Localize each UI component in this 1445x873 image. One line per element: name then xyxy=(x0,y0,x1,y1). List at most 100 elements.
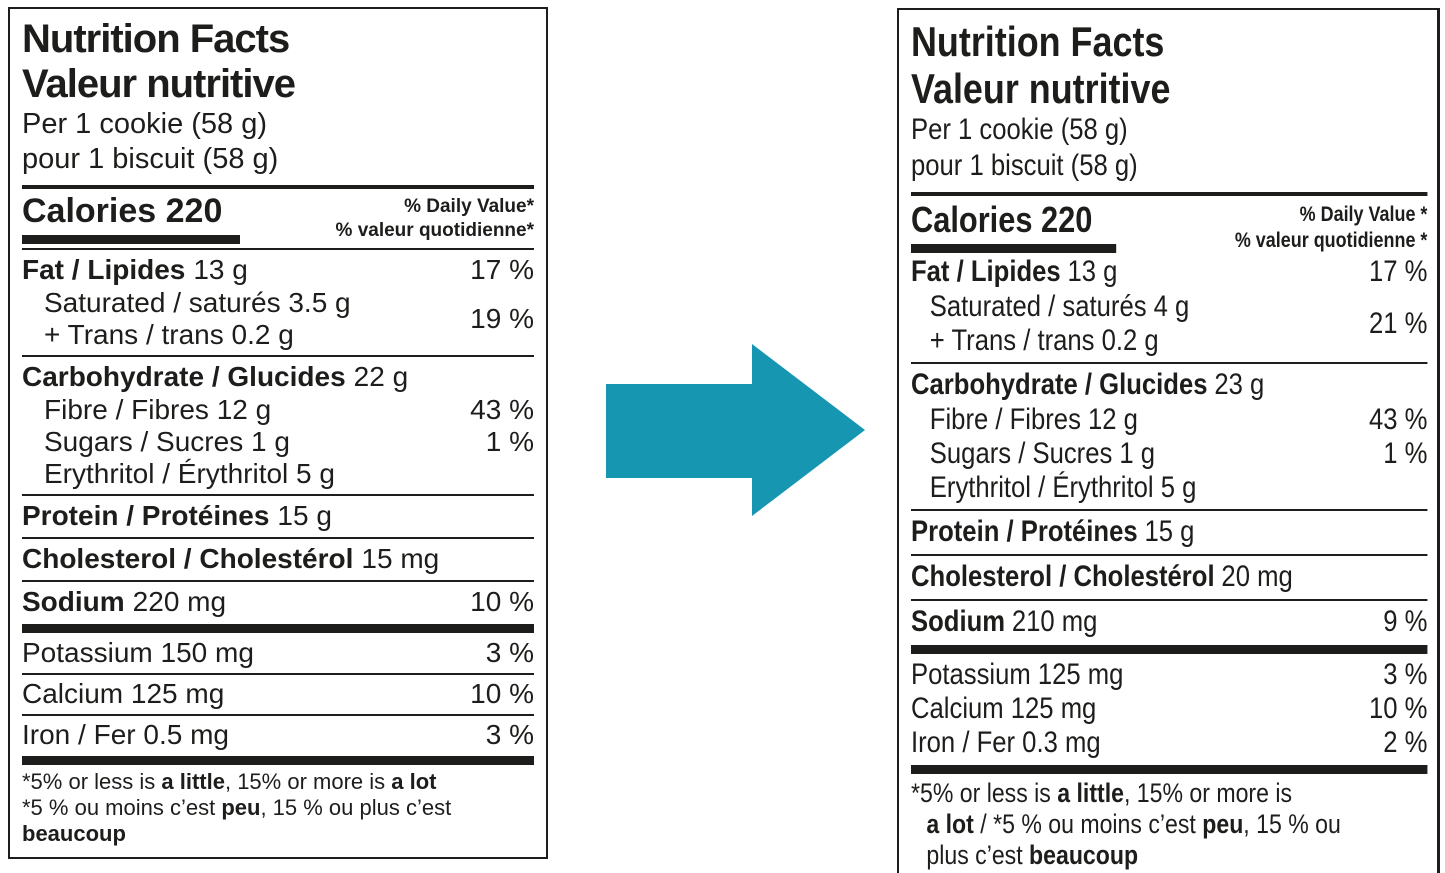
calcium-label: Calcium 125 mg xyxy=(911,692,1097,725)
sugars-label: Sugars / Sucres 1 g xyxy=(929,437,1156,470)
calories-block: Calories 220 xyxy=(22,193,240,244)
potassium-dv: 3 % xyxy=(1383,658,1428,691)
daily-value-header: % Daily Value * % valeur quotidienne * xyxy=(1235,200,1428,254)
divider-thin xyxy=(22,673,534,675)
label-title-fr: Valeur nutritive xyxy=(22,62,296,106)
divider-thin xyxy=(911,554,1428,556)
iron-row: Iron / Fer 0.5 mg 3 % xyxy=(22,719,534,751)
calories-underline xyxy=(22,235,240,244)
footnote-line-1: *5% or less is a little, 15% or more is xyxy=(911,778,1293,808)
sodium-row: Sodium 220 mg 10 % xyxy=(22,585,534,619)
divider-thick xyxy=(22,624,534,633)
divider-medium xyxy=(22,185,534,189)
sodium-label: Sodium 210 mg xyxy=(911,605,1098,638)
potassium-row: Potassium 125 mg 3 % xyxy=(911,658,1427,692)
sodium-label: Sodium 220 mg xyxy=(22,586,227,617)
calories-value: Calories 220 xyxy=(22,192,223,230)
divider-thick xyxy=(911,645,1428,654)
potassium-dv: 3 % xyxy=(485,637,534,668)
divider-thin xyxy=(22,355,534,357)
divider-thin xyxy=(22,494,534,496)
daily-value-header-fr: % valeur quotidienne * xyxy=(1234,229,1428,252)
label-title-fr: Valeur nutritive xyxy=(911,65,1171,112)
fibre-dv: 43 % xyxy=(1368,403,1428,436)
label-title-en: Nutrition Facts xyxy=(22,17,290,61)
sugars-dv: 1 % xyxy=(1383,437,1428,470)
sodium-dv: 9 % xyxy=(1383,605,1428,638)
divider-medium xyxy=(911,192,1428,196)
divider-thick xyxy=(911,765,1428,774)
serving-size-fr: pour 1 biscuit (58 g) xyxy=(911,149,1138,182)
sodium-dv: 10 % xyxy=(470,586,534,617)
cholesterol-label: Cholesterol / Cholestérol 15 mg xyxy=(22,543,440,574)
saturated-trans-row: Saturated / saturés 3.5 g + Trans / tran… xyxy=(22,287,534,351)
calcium-dv: 10 % xyxy=(1368,692,1428,725)
erythritol-label: Erythritol / Érythritol 5 g xyxy=(44,458,335,489)
sugars-row: Sugars / Sucres 1 g 1 % xyxy=(22,426,534,458)
saturated-trans-label: Saturated / saturés 4 g + Trans / trans … xyxy=(929,290,1190,357)
iron-dv: 3 % xyxy=(485,719,534,750)
saturated-trans-dv: 21 % xyxy=(1368,307,1428,340)
protein-label: Protein / Protéines 15 g xyxy=(911,515,1195,548)
iron-dv: 2 % xyxy=(1383,726,1428,759)
carbohydrate-label: Carbohydrate / Glucides 23 g xyxy=(911,368,1265,401)
footnote-line-en: *5% or less is a little, 15% or more is … xyxy=(22,769,437,794)
calcium-dv: 10 % xyxy=(470,678,534,709)
right-arrow-shape xyxy=(606,344,865,516)
erythritol-row: Erythritol / Érythritol 5 g xyxy=(911,471,1427,505)
daily-value-header-en: % Daily Value* xyxy=(404,196,534,217)
calories-block: Calories 220 xyxy=(911,199,1117,253)
footnote: *5% or less is a little, 15% or more is … xyxy=(22,769,534,847)
divider-thick xyxy=(22,756,534,765)
divider-thin xyxy=(22,714,534,716)
calories-value: Calories 220 xyxy=(911,199,1093,240)
sugars-dv: 1 % xyxy=(485,426,534,457)
sodium-row: Sodium 210 mg 9 % xyxy=(911,604,1427,640)
fat-label: Fat / Lipides 13 g xyxy=(22,254,248,285)
divider-thin xyxy=(911,599,1428,601)
footnote-line-3: plus c’est beaucoup xyxy=(926,840,1139,870)
fat-row: Fat / Lipides 13 g 17 % xyxy=(22,253,534,287)
saturated-trans-label: Saturated / saturés 3.5 g + Trans / tran… xyxy=(44,287,351,350)
protein-label: Protein / Protéines 15 g xyxy=(22,500,332,531)
cholesterol-row: Cholesterol / Cholestérol 20 mg xyxy=(911,559,1427,595)
serving-size-en: Per 1 cookie (58 g) xyxy=(22,108,268,140)
carbohydrate-label: Carbohydrate / Glucides 22 g xyxy=(22,361,409,392)
calcium-label: Calcium 125 mg xyxy=(22,678,225,709)
erythritol-label: Erythritol / Érythritol 5 g xyxy=(929,471,1197,504)
nutrition-label-before: Nutrition Facts Valeur nutritive Per 1 c… xyxy=(8,7,548,859)
carbohydrate-row: Carbohydrate / Glucides 23 g xyxy=(911,367,1427,403)
footnote-line-fr: *5 % ou moins c’est peu, 15 % ou plus c’… xyxy=(22,795,452,846)
sugars-label: Sugars / Sucres 1 g xyxy=(44,426,290,457)
fat-label: Fat / Lipides 13 g xyxy=(911,255,1118,288)
label-title-en: Nutrition Facts xyxy=(911,18,1165,65)
divider-thin xyxy=(911,362,1428,364)
fat-dv: 17 % xyxy=(1368,255,1428,288)
calcium-row: Calcium 125 mg 10 % xyxy=(911,692,1427,726)
potassium-row: Potassium 150 mg 3 % xyxy=(22,637,534,669)
daily-value-header-en: % Daily Value * xyxy=(1299,203,1428,226)
fibre-dv: 43 % xyxy=(470,394,534,425)
fibre-row: Fibre / Fibres 12 g 43 % xyxy=(911,403,1428,437)
calories-row: Calories 220 % Daily Value* % valeur quo… xyxy=(22,193,534,244)
saturated-trans-row: Saturated / saturés 4 g + Trans / trans … xyxy=(911,290,1428,358)
fibre-row: Fibre / Fibres 12 g 43 % xyxy=(22,394,534,426)
divider-thin xyxy=(22,248,534,250)
footnote-line-2: a lot / *5 % ou moins c’est peu, 15 % ou xyxy=(926,809,1341,839)
protein-row: Protein / Protéines 15 g xyxy=(22,499,534,533)
fat-dv: 17 % xyxy=(470,254,534,285)
iron-row: Iron / Fer 0.3 mg 2 % xyxy=(911,726,1427,760)
daily-value-header: % Daily Value* % valeur quotidienne* xyxy=(336,193,534,243)
calcium-row: Calcium 125 mg 10 % xyxy=(22,678,534,710)
iron-label: Iron / Fer 0.5 mg xyxy=(22,719,229,750)
daily-value-header-fr: % valeur quotidienne* xyxy=(335,220,534,241)
divider-thin xyxy=(911,509,1428,511)
potassium-label: Potassium 150 mg xyxy=(22,637,254,668)
divider-thin xyxy=(22,580,534,582)
fat-row: Fat / Lipides 13 g 17 % xyxy=(911,254,1427,290)
protein-row: Protein / Protéines 15 g xyxy=(911,514,1427,550)
carbohydrate-row: Carbohydrate / Glucides 22 g xyxy=(22,360,534,394)
calories-row: Calories 220 % Daily Value * % valeur qu… xyxy=(911,200,1427,254)
erythritol-row: Erythritol / Érythritol 5 g xyxy=(22,458,534,490)
